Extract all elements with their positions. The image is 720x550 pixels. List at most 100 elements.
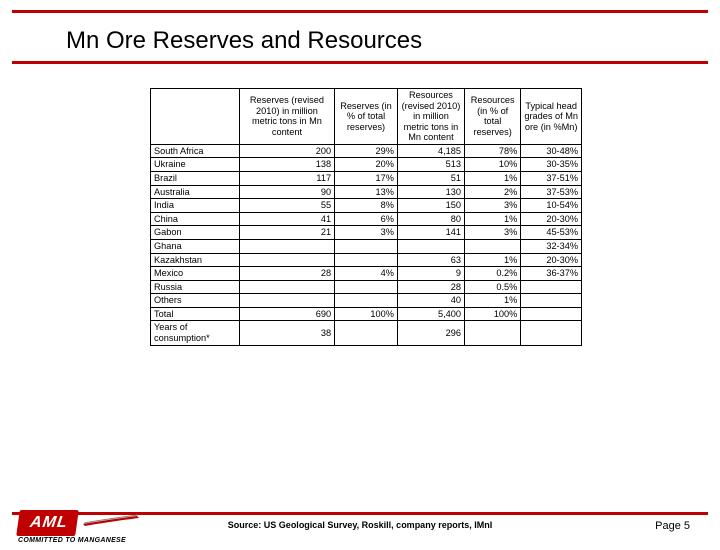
table-row: Brazil11717%511%37-51% — [151, 172, 582, 186]
th-resources: Resources (revised 2010) in million metr… — [397, 89, 464, 145]
table-row: Australia9013%1302%37-53% — [151, 185, 582, 199]
cell-value: 0.2% — [465, 267, 521, 281]
cell-value — [335, 280, 398, 294]
cell-value: 55 — [239, 199, 334, 213]
table-row: South Africa20029%4,18578%30-48% — [151, 144, 582, 158]
cell-country: Kazakhstan — [151, 253, 240, 267]
cell-value: 513 — [397, 158, 464, 172]
cell-value: 4,185 — [397, 144, 464, 158]
cell-country: South Africa — [151, 144, 240, 158]
cell-value: 2% — [465, 185, 521, 199]
table-row: Others401% — [151, 294, 582, 308]
th-country — [151, 89, 240, 145]
cell-value — [521, 280, 582, 294]
cell-value: 63 — [397, 253, 464, 267]
cell-value — [335, 321, 398, 345]
page-number: Page 5 — [655, 520, 690, 532]
cell-value — [521, 321, 582, 345]
table-row: Russia 280.5% — [151, 280, 582, 294]
cell-value — [335, 253, 398, 267]
cell-country: Others — [151, 294, 240, 308]
cell-value: 80 — [397, 212, 464, 226]
cell-value: 3% — [465, 199, 521, 213]
cell-country: Mexico — [151, 267, 240, 281]
cell-value — [239, 294, 334, 308]
cell-value: 5,400 — [397, 307, 464, 321]
cell-value — [465, 321, 521, 345]
cell-value: 20% — [335, 158, 398, 172]
cell-value: 1% — [465, 253, 521, 267]
cell-value: 40 — [397, 294, 464, 308]
cell-value: 90 — [239, 185, 334, 199]
table-row: Years of consumption*38 296 — [151, 321, 582, 345]
th-resources-pct: Resources (in % of total reserves) — [465, 89, 521, 145]
cell-country: Australia — [151, 185, 240, 199]
cell-country: Total — [151, 307, 240, 321]
cell-value: 30-48% — [521, 144, 582, 158]
cell-value: 130 — [397, 185, 464, 199]
cell-value: 1% — [465, 212, 521, 226]
cell-value: 9 — [397, 267, 464, 281]
cell-value: 20-30% — [521, 212, 582, 226]
cell-value: 28 — [397, 280, 464, 294]
cell-value: 8% — [335, 199, 398, 213]
logo-swoosh-icon — [81, 513, 141, 527]
cell-value: 100% — [335, 307, 398, 321]
table-row: Ghana 32-34% — [151, 239, 582, 253]
cell-country: Brazil — [151, 172, 240, 186]
table-row: Kazakhstan 631%20-30% — [151, 253, 582, 267]
cell-value — [239, 239, 334, 253]
table-row: Ukraine13820%51310%30-35% — [151, 158, 582, 172]
cell-value: 20-30% — [521, 253, 582, 267]
under-title-rule — [12, 61, 708, 64]
cell-country: Ghana — [151, 239, 240, 253]
cell-value — [397, 239, 464, 253]
cell-value: 32-34% — [521, 239, 582, 253]
source-citation: Source: US Geological Survey, Roskill, c… — [228, 520, 492, 530]
footer: AML COMMITTED TO MANGANESE Source: US Ge… — [0, 498, 720, 550]
cell-country: India — [151, 199, 240, 213]
cell-country: Russia — [151, 280, 240, 294]
th-reserves: Reserves (revised 2010) in million metri… — [239, 89, 334, 145]
cell-value: 51 — [397, 172, 464, 186]
cell-value: 150 — [397, 199, 464, 213]
cell-value: 296 — [397, 321, 464, 345]
cell-value: 690 — [239, 307, 334, 321]
cell-value: 29% — [335, 144, 398, 158]
cell-value: 3% — [335, 226, 398, 240]
cell-value: 3% — [465, 226, 521, 240]
cell-value: 38 — [239, 321, 334, 345]
cell-value: 21 — [239, 226, 334, 240]
cell-value — [239, 280, 334, 294]
cell-country: Ukraine — [151, 158, 240, 172]
table-body: South Africa20029%4,18578%30-48%Ukraine1… — [151, 144, 582, 345]
cell-value — [335, 239, 398, 253]
table-row: China416%801%20-30% — [151, 212, 582, 226]
top-rule — [12, 10, 708, 13]
th-reserves-pct: Reserves (in % of total reserves) — [335, 89, 398, 145]
cell-value — [239, 253, 334, 267]
table-row: Mexico284%90.2%36-37% — [151, 267, 582, 281]
reserves-table: Reserves (revised 2010) in million metri… — [150, 88, 582, 346]
cell-value — [521, 294, 582, 308]
cell-country: China — [151, 212, 240, 226]
page-title: Mn Ore Reserves and Resources — [66, 27, 720, 55]
cell-value: 6% — [335, 212, 398, 226]
cell-value: 0.5% — [465, 280, 521, 294]
reserves-table-wrap: Reserves (revised 2010) in million metri… — [150, 88, 582, 346]
logo-text: AML — [16, 510, 78, 536]
th-grade: Typical head grades of Mn ore (in %Mn) — [521, 89, 582, 145]
cell-value: 100% — [465, 307, 521, 321]
table-row: Total690100%5,400100% — [151, 307, 582, 321]
cell-value: 200 — [239, 144, 334, 158]
logo-tagline: COMMITTED TO MANGANESE — [18, 537, 141, 544]
cell-value: 117 — [239, 172, 334, 186]
cell-value: 41 — [239, 212, 334, 226]
cell-value: 30-35% — [521, 158, 582, 172]
table-row: Gabon213%1413%45-53% — [151, 226, 582, 240]
cell-country: Years of consumption* — [151, 321, 240, 345]
cell-value — [465, 239, 521, 253]
table-header-row: Reserves (revised 2010) in million metri… — [151, 89, 582, 145]
cell-value: 37-53% — [521, 185, 582, 199]
cell-value: 28 — [239, 267, 334, 281]
